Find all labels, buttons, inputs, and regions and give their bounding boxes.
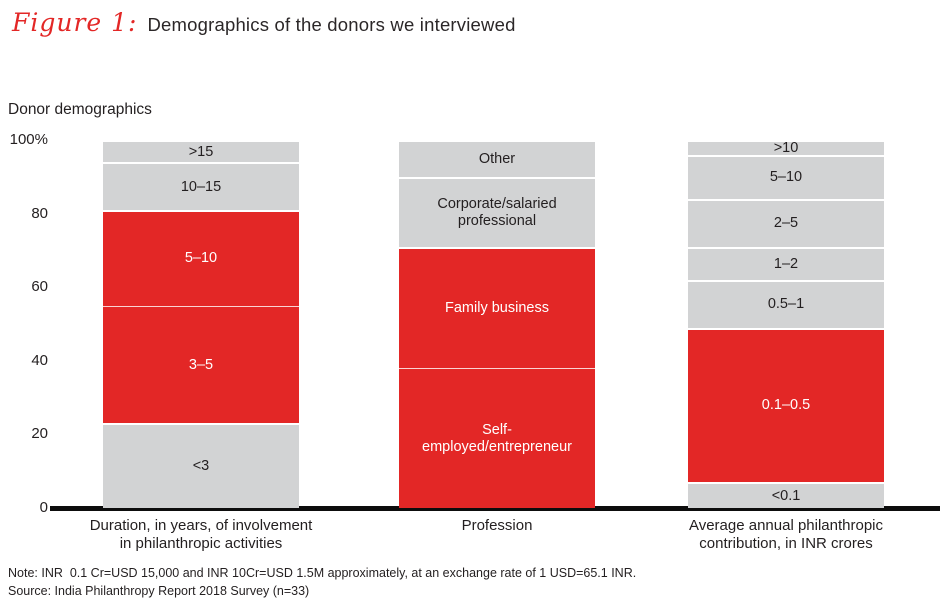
bar-segment: >10 xyxy=(688,139,884,156)
segment-label: 5–10 xyxy=(184,250,218,267)
category-label-duration: Duration, in years, of involvement in phi… xyxy=(89,517,313,552)
figure-label: Figure 1: xyxy=(12,8,138,37)
segment-label: Corporate/salaried professional xyxy=(437,195,557,229)
source-text: Source: India Philanthropy Report 2018 S… xyxy=(8,584,310,598)
x-axis-baseline xyxy=(50,506,940,511)
figure-title-text: Demographics of the donors we interviewe… xyxy=(147,14,516,35)
category-label-profession: Profession xyxy=(461,517,533,534)
segment-label: 2–5 xyxy=(773,215,799,232)
y-axis-tick: 0 xyxy=(39,499,48,516)
y-axis-tick: 100% xyxy=(9,131,48,148)
bar-segment: 2–5 xyxy=(688,198,884,247)
segment-label: Self-employed/entrepreneur xyxy=(422,421,572,455)
segment-label: Family business xyxy=(445,299,549,316)
bar-segment: >15 xyxy=(103,140,299,163)
segment-label: <3 xyxy=(192,458,210,475)
category-label-contribution: Average annual philanthropic contribution… xyxy=(688,517,884,552)
y-axis-tick: 60 xyxy=(31,278,48,296)
segment-label: <0.1 xyxy=(771,487,801,504)
stacked-bar-profession: Self-employed/entrepreneur Family busines… xyxy=(399,140,595,508)
note-text: Note: INR 0.1 Cr=USD 15,000 and INR 10Cr… xyxy=(8,566,637,580)
bar-segment: 0.5–1 xyxy=(688,279,884,328)
stacked-bar-duration: <3 3–5 5–10 10–15 >15 xyxy=(103,140,299,508)
bar-segment: Family business xyxy=(399,246,595,369)
stacked-bar-contribution: <0.1 0.1–0.5 0.5–1 1–2 2–5 5–10 >10 xyxy=(688,140,884,508)
segment-label: 1–2 xyxy=(773,255,799,272)
bar-segment: 1–2 xyxy=(688,246,884,280)
segment-label: 0.5–1 xyxy=(767,296,805,313)
segment-label: Other xyxy=(478,150,516,167)
bar-segment: Self-employed/entrepreneur xyxy=(399,368,595,508)
bar-segment: 5–10 xyxy=(103,209,299,306)
y-axis-tick: 40 xyxy=(31,351,48,369)
page-title: Figure 1: Demographics of the donors we … xyxy=(12,8,516,37)
bar-segment: 0.1–0.5 xyxy=(688,327,884,483)
bar-segment: 5–10 xyxy=(688,154,884,199)
y-axis-tick: 80 xyxy=(31,204,48,222)
bar-segment: 10–15 xyxy=(103,162,299,210)
bar-segment: <0.1 xyxy=(688,482,884,508)
segment-label: 3–5 xyxy=(188,356,214,373)
segment-label: 0.1–0.5 xyxy=(761,397,811,414)
y-axis-tick: 20 xyxy=(31,425,48,443)
bar-segment: Other xyxy=(399,140,595,177)
segment-label: >10 xyxy=(773,139,799,156)
segment-label: 5–10 xyxy=(769,169,803,186)
segment-label: >15 xyxy=(188,143,214,160)
chart-axis-title: Donor demographics xyxy=(8,101,152,118)
bar-segment: <3 xyxy=(103,423,299,508)
bar-segment: 3–5 xyxy=(103,305,299,424)
segment-label: 10–15 xyxy=(180,178,222,195)
bar-segment: Corporate/salaried professional xyxy=(399,176,595,247)
